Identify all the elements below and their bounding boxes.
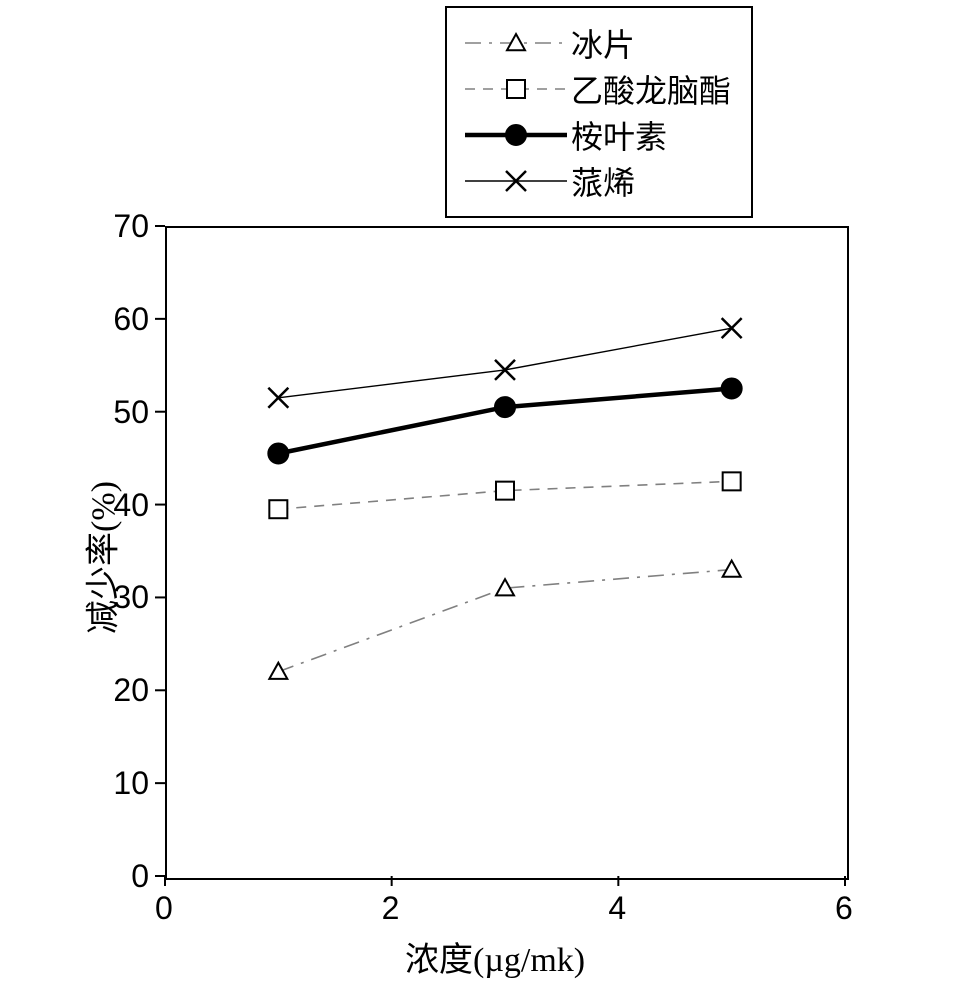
x-axis-label: 浓度(µg/mk) [405, 932, 585, 981]
x-tick-label: 4 [608, 890, 626, 927]
x-tick-label: 0 [155, 890, 173, 927]
y-tick-label: 20 [113, 672, 149, 709]
x-tick-label: 2 [382, 890, 400, 927]
y-tick-label: 70 [113, 208, 149, 245]
y-tick-label: 0 [131, 858, 149, 895]
y-tick-label: 50 [113, 394, 149, 431]
y-axis-label: 减少率(%) [76, 468, 125, 648]
y-tick-label: 60 [113, 301, 149, 338]
x-tick-label: 6 [835, 890, 853, 927]
y-tick-label: 10 [113, 765, 149, 802]
figure-container: 冰片乙酸龙脑酯桉叶素蒎烯 0246010203040506070浓度(µg/mk… [0, 0, 955, 1000]
